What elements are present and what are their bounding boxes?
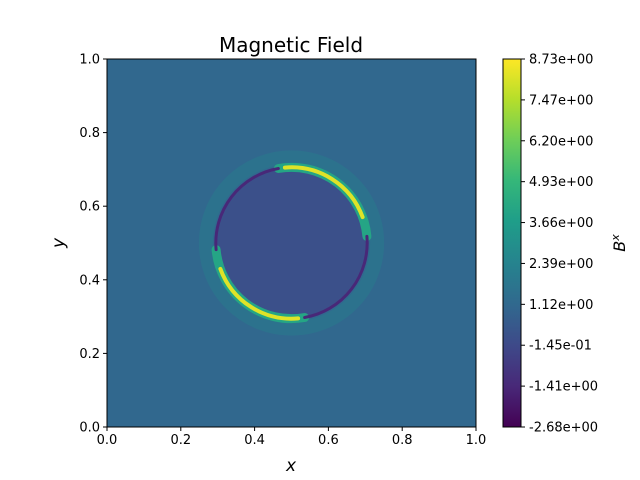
heatmap-plot <box>106 58 477 428</box>
y-tick-label: 0.8 <box>79 126 100 141</box>
x-axis: 0.0 0.2 0.4 0.6 0.8 1.0 <box>97 427 487 448</box>
y-tick-label: 1.0 <box>79 53 100 68</box>
ring-lower-right-low <box>303 234 369 319</box>
colorbar-tick-label: -1.41e+00 <box>529 380 598 395</box>
y-axis-label: y <box>49 237 69 249</box>
y-tick-label: 0.6 <box>79 200 100 215</box>
y-tick-label: 0.4 <box>79 273 100 288</box>
x-tick-label: 1.0 <box>466 433 487 448</box>
colorbar-tick-label: 3.66e+00 <box>529 216 593 231</box>
ring-upper-left-low <box>214 167 280 252</box>
x-tick-label: 0.2 <box>170 433 191 448</box>
colorbar-tick-label: 8.73e+00 <box>529 53 593 68</box>
colorbar-tick-label: 6.20e+00 <box>529 134 593 149</box>
field-interior <box>215 167 368 319</box>
x-tick-label: 0.6 <box>318 433 339 448</box>
plot-frame <box>106 58 477 428</box>
colorbar-label: Bx <box>609 234 629 252</box>
colorbar-tick-label: -1.45e-01 <box>529 339 592 354</box>
colorbar-tick-label: 1.12e+00 <box>529 298 593 313</box>
colorbar-tick-label: -2.68e+00 <box>529 421 598 436</box>
field-halo <box>198 150 385 336</box>
colorbar-label-sup: x <box>609 234 622 242</box>
colorbar: -2.68e+00 -1.41e+00 -1.45e-01 1.12e+00 2.39e… <box>502 53 629 436</box>
y-tick-label: 0.0 <box>79 421 100 436</box>
x-tick-label: 0.8 <box>392 433 413 448</box>
colorbar-gradient <box>502 58 522 428</box>
ring-lower-left-peak <box>218 266 301 321</box>
x-axis-label: x <box>285 456 297 476</box>
colorbar-tick-label: 4.93e+00 <box>529 175 593 190</box>
colorbar-tick-label: 7.47e+00 <box>529 93 593 108</box>
colorbar-tick-label: 2.39e+00 <box>529 257 593 272</box>
colorbar-label-base: B <box>610 241 629 252</box>
y-tick-label: 0.2 <box>79 347 100 362</box>
x-tick-label: 0.4 <box>244 433 265 448</box>
ring-upper-right-peak <box>282 165 365 220</box>
chart-title: Magnetic Field <box>219 33 363 57</box>
x-tick-label: 0.0 <box>97 433 118 448</box>
y-axis: 0.0 0.2 0.4 0.6 0.8 1.0 <box>79 53 107 436</box>
